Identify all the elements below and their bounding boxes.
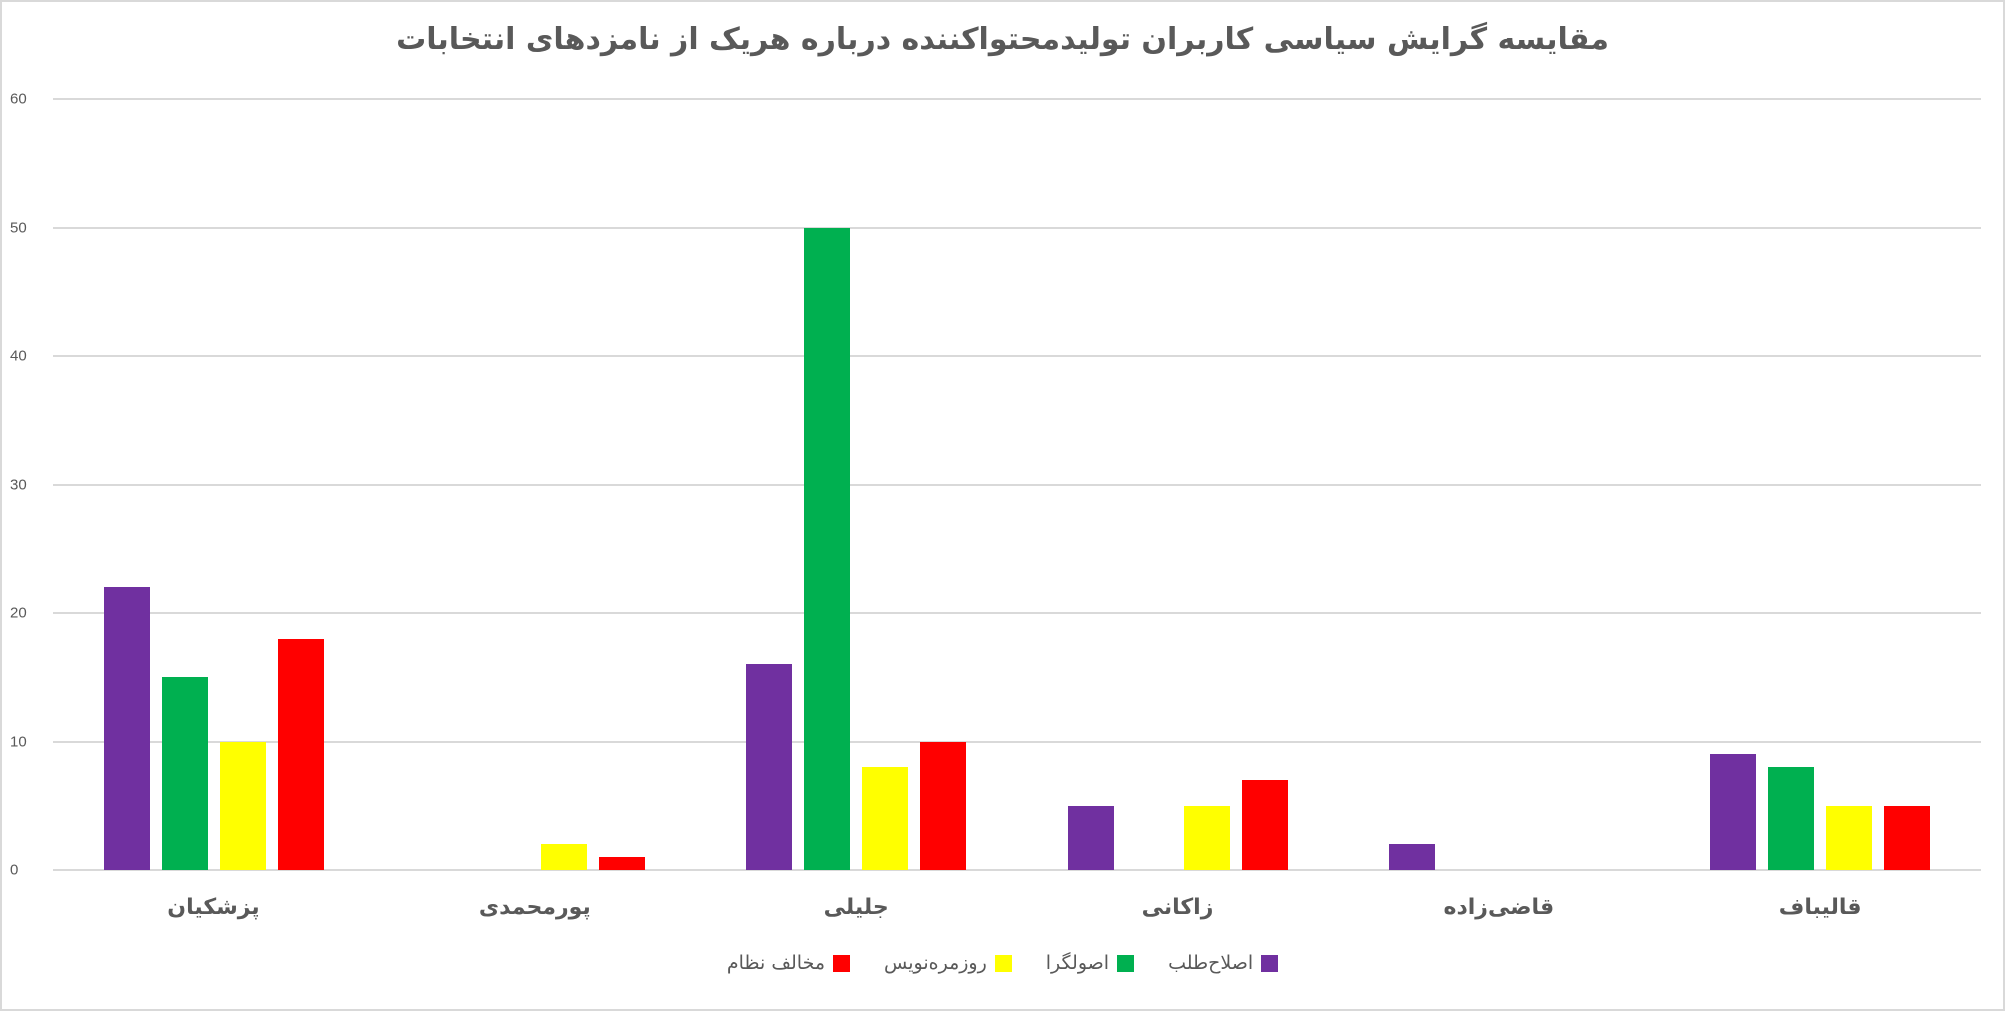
y-tick-label: 0 (10, 861, 19, 879)
legend-label-principlist: اصولگرا (1045, 952, 1110, 974)
bar (1241, 780, 1288, 870)
legend-item-daily-writer: روزمره‌نویس (884, 952, 1012, 974)
bar (541, 844, 587, 870)
category-label: قاضی‌زاده (1443, 895, 1555, 920)
gridline (53, 740, 1981, 743)
y-tick-label: 30 (10, 476, 27, 493)
chart-title: مقایسه گرایش سیاسی کاربران تولیدمحتواکنن… (396, 22, 1609, 57)
legend-item-regime-opponent: مخالف نظام (726, 952, 851, 974)
y-tick-label: 10 (10, 733, 27, 750)
gridline (53, 226, 1981, 229)
bar (1884, 805, 1931, 870)
bar (219, 741, 266, 870)
legend-swatch-principlist (1117, 954, 1135, 972)
category-label: قالیباف (1778, 895, 1862, 920)
legend-label-reformist: اصلاح‌طلب (1168, 952, 1254, 974)
bar (804, 227, 851, 870)
legend-item-reformist: اصلاح‌طلب (1168, 952, 1279, 974)
legend-label-regime-opponent: مخالف نظام (726, 952, 826, 974)
category-label: زاکانی (1141, 895, 1214, 920)
gridline (53, 355, 1981, 357)
bar (599, 857, 645, 870)
bar (1768, 767, 1815, 870)
y-tick-label: 50 (10, 219, 27, 236)
bar (1183, 805, 1230, 870)
legend-swatch-regime-opponent (833, 954, 851, 972)
legend: اصلاح‌طلب اصولگرا روزمره‌نویس مخالف نظام (0, 952, 2005, 974)
bar (920, 741, 967, 870)
bar (103, 587, 150, 870)
legend-swatch-daily-writer (994, 954, 1012, 972)
category-label: پورمحمدی (478, 895, 591, 920)
bar (1826, 805, 1873, 870)
bar (1389, 844, 1435, 870)
legend-item-principlist: اصولگرا (1045, 952, 1135, 974)
bar (1067, 805, 1114, 870)
gridline (53, 98, 1981, 100)
bar (862, 767, 909, 870)
bar (1710, 754, 1757, 870)
gridline (53, 612, 1981, 614)
gridline (53, 869, 1981, 871)
y-tick-label: 60 (10, 90, 27, 108)
bar (746, 664, 793, 870)
bar (277, 638, 324, 870)
legend-swatch-reformist (1261, 954, 1279, 972)
legend-label-daily-writer: روزمره‌نویس (884, 952, 987, 974)
bar (161, 677, 208, 870)
category-label: جلیلی (823, 895, 889, 920)
gridline (53, 483, 1981, 486)
y-tick-label: 40 (10, 347, 27, 365)
y-tick-label: 20 (10, 604, 27, 622)
category-label: پزشکیان (167, 895, 260, 920)
